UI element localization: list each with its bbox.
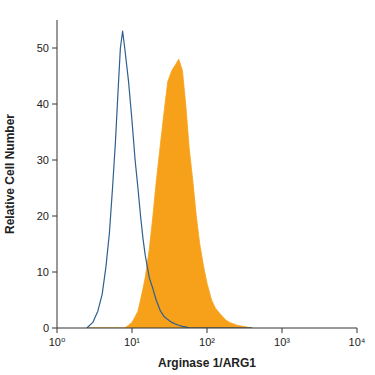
y-axis [57,20,58,328]
x-axis-label: Arginase 1/ARG1 [158,356,256,370]
y-tick-label: 0 [43,322,49,334]
x-tick-label: 10² [199,336,215,348]
x-tick-label: 10¹ [124,336,140,348]
y-tick-label: 40 [37,98,49,110]
x-tick [357,328,358,333]
x-tick [282,328,283,333]
plot-area [87,31,252,328]
x-tick [132,328,133,333]
y-tick [52,160,57,161]
histogram-line [87,31,252,328]
y-tick-label: 30 [37,154,49,166]
y-tick-label: 50 [37,42,49,54]
y-tick [52,328,57,329]
x-tick-label: 10³ [274,336,290,348]
x-tick-label: 10⁴ [349,336,366,348]
y-tick-label: 20 [37,210,49,222]
x-tick [207,328,208,333]
y-tick-label: 10 [37,266,49,278]
chart: 0 10 20 30 40 50 10⁰ 10¹ 10² 10³ 10⁴ Arginase 1/ARG… [0,0,375,375]
y-tick [52,104,57,105]
y-tick [52,272,57,273]
x-tick-label: 10⁰ [49,336,66,348]
y-axis-label: Relative Cell Number [3,114,17,234]
y-tick [52,216,57,217]
x-tick [57,328,58,333]
y-tick [52,48,57,49]
